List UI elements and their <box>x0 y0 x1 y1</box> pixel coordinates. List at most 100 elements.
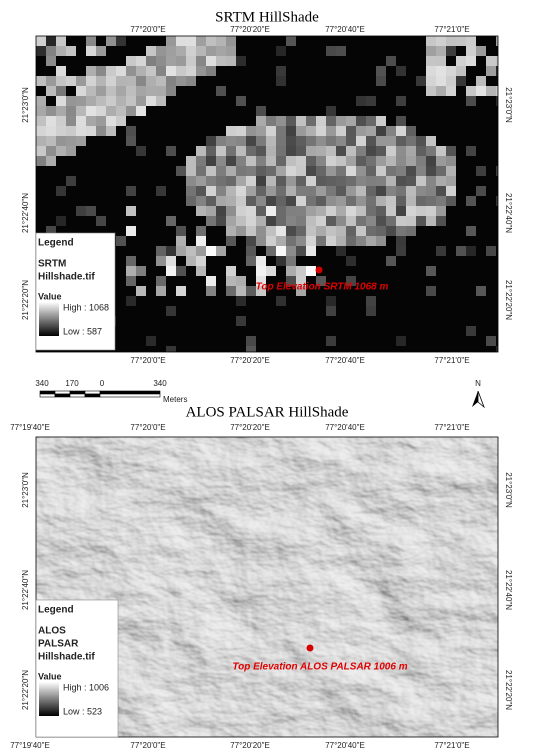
raster-cell <box>46 126 56 136</box>
raster-cell <box>326 116 336 126</box>
raster-cell <box>366 126 376 136</box>
raster-cell <box>366 176 376 186</box>
raster-cell <box>46 36 56 46</box>
raster-cell <box>206 156 216 166</box>
raster-cell <box>166 246 176 256</box>
raster-cell <box>96 116 106 126</box>
raster-cell <box>256 266 266 276</box>
raster-cell <box>246 236 256 246</box>
raster-cell <box>236 296 246 306</box>
raster-cell <box>66 76 76 86</box>
raster-cell <box>336 136 346 146</box>
raster-cell <box>256 166 266 176</box>
raster-cell <box>376 66 386 76</box>
longitude-label: 77°20'20"E <box>230 741 270 750</box>
raster-cell <box>296 246 306 256</box>
raster-cell <box>226 186 236 196</box>
raster-cell <box>426 216 436 226</box>
raster-cell <box>286 266 296 276</box>
raster-cell <box>76 116 86 126</box>
raster-cell <box>276 156 286 166</box>
raster-cell <box>426 286 436 296</box>
raster-cell <box>436 196 446 206</box>
raster-cell <box>476 186 486 196</box>
scale-segment <box>70 394 85 397</box>
raster-cell <box>326 306 336 316</box>
raster-cell <box>36 96 46 106</box>
raster-cell <box>426 146 436 156</box>
raster-cell <box>146 56 156 66</box>
raster-cell <box>406 196 416 206</box>
raster-cell <box>196 46 206 56</box>
raster-cell <box>486 56 496 66</box>
raster-cell <box>436 156 446 166</box>
panel-title: ALOS PALSAR HillShade <box>186 404 349 420</box>
raster-cell <box>216 156 226 166</box>
scale-segment <box>70 391 85 394</box>
raster-cell <box>216 216 226 226</box>
raster-cell <box>186 66 196 76</box>
raster-cell <box>376 166 386 176</box>
raster-cell <box>226 36 236 46</box>
raster-cell <box>346 156 356 166</box>
raster-cell <box>316 186 326 196</box>
raster-cell <box>396 166 406 176</box>
raster-cell <box>116 116 126 126</box>
raster-cell <box>426 136 436 146</box>
raster-cell <box>96 126 106 136</box>
raster-cell <box>416 206 426 216</box>
raster-cell <box>56 106 66 116</box>
longitude-label: 77°21'0"E <box>434 356 469 365</box>
raster-cell <box>286 36 296 46</box>
raster-cell <box>186 166 196 176</box>
raster-cell <box>346 186 356 196</box>
raster-cell <box>366 186 376 196</box>
raster-cell <box>176 36 186 46</box>
raster-cell <box>166 306 176 316</box>
raster-cell <box>446 46 456 56</box>
latitude-label: 21°22'20"N <box>21 670 30 710</box>
raster-cell <box>416 176 426 186</box>
raster-cell <box>386 56 396 66</box>
raster-cell <box>86 126 96 136</box>
raster-cell <box>226 196 236 206</box>
raster-cell <box>426 266 436 276</box>
raster-cell <box>266 226 276 236</box>
raster-cell <box>356 166 366 176</box>
raster-cell <box>256 236 266 246</box>
raster-cell <box>146 86 156 96</box>
scale-segment <box>100 394 160 397</box>
raster-cell <box>236 136 246 146</box>
raster-cell <box>376 196 386 206</box>
raster-cell <box>336 236 346 246</box>
raster-cell <box>296 266 306 276</box>
raster-cell <box>466 86 476 96</box>
raster-cell <box>406 126 416 136</box>
raster-cell <box>286 186 296 196</box>
raster-cell <box>116 96 126 106</box>
raster-cell <box>66 146 76 156</box>
raster-cell <box>296 216 306 226</box>
raster-cell <box>176 236 186 246</box>
raster-cell <box>46 106 56 116</box>
raster-cell <box>236 316 246 326</box>
raster-cell <box>346 226 356 236</box>
raster-cell <box>196 226 206 236</box>
raster-cell <box>336 206 346 216</box>
raster-cell <box>136 56 146 66</box>
raster-cell <box>426 86 436 96</box>
raster-cell <box>166 66 176 76</box>
latitude-label: 21°22'20"N <box>504 280 513 320</box>
raster-cell <box>236 186 246 196</box>
raster-cell <box>186 56 196 66</box>
raster-cell <box>86 116 96 126</box>
raster-cell <box>396 206 406 216</box>
raster-cell <box>326 236 336 246</box>
raster-cell <box>106 76 116 86</box>
raster-cell <box>316 116 326 126</box>
legend-title: Legend <box>38 238 74 249</box>
raster-cell <box>86 76 96 86</box>
raster-cell <box>276 116 286 126</box>
raster-cell <box>326 156 336 166</box>
raster-cell <box>56 126 66 136</box>
